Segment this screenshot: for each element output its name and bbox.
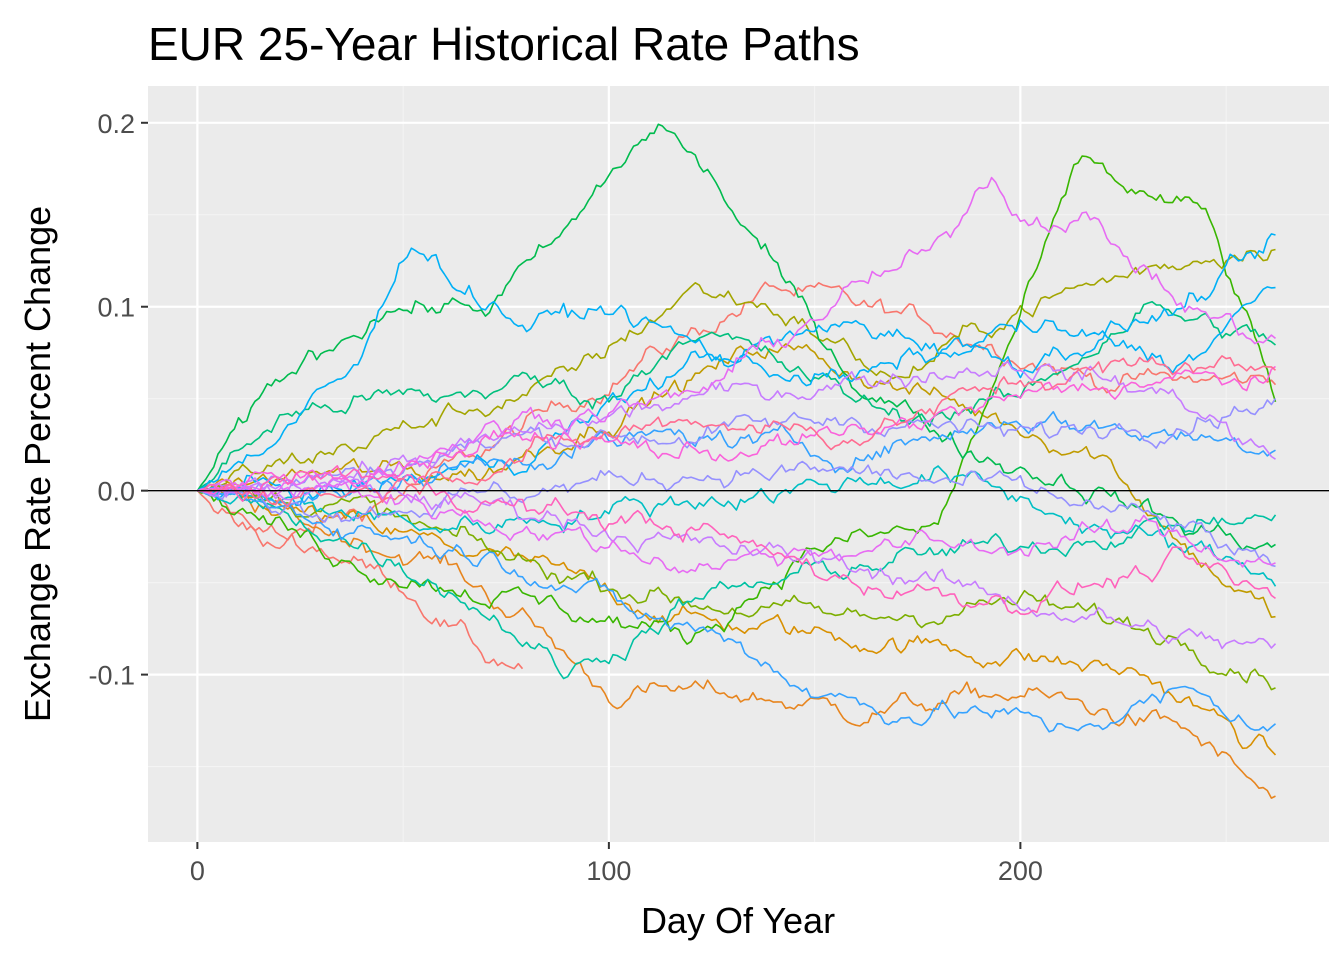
x-axis-title: Day Of Year [641, 900, 835, 941]
series-line-year-04 [197, 478, 1277, 756]
y-tick-label: -0.1 [88, 661, 135, 691]
series-line-year-23 [197, 365, 1276, 495]
plot-panel [148, 86, 1329, 842]
grid-minor [148, 86, 1329, 842]
y-tick-label: 0.2 [97, 109, 135, 139]
x-tick-label: 0 [190, 856, 205, 886]
series-line-year-11 [197, 487, 1277, 680]
y-axis-title: Exchange Rate Percent Change [17, 206, 58, 722]
y-tick-label: 0.1 [97, 293, 135, 323]
x-tick-label: 100 [586, 856, 631, 886]
series-line-year-25 [197, 355, 1277, 508]
series-line-year-02 [196, 490, 524, 670]
series-line-year-16 [197, 411, 1276, 508]
series-line-year-21 [197, 176, 1277, 499]
series-line-year-15 [197, 489, 1277, 733]
series-line-year-22 [197, 481, 1276, 574]
series-line-year-06 [197, 248, 1276, 492]
chart-title: EUR 25-Year Historical Rate Paths [148, 18, 860, 70]
series-line-year-01 [197, 281, 1277, 550]
series-line-year-03 [197, 484, 1276, 799]
series-layer [196, 123, 1277, 799]
series-line-year-10 [196, 300, 1277, 492]
series-line-year-18 [197, 460, 1276, 568]
y-axis: -0.1 0.0 0.1 0.2 [88, 109, 148, 691]
series-line-year-09 [196, 123, 1276, 551]
series-line-year-08 [197, 155, 1277, 645]
y-tick-label: 0.0 [97, 477, 135, 507]
series-line-year-07 [197, 484, 1276, 691]
series-line-year-24 [197, 465, 1276, 616]
x-tick-label: 200 [998, 856, 1043, 886]
x-axis: 0 100 200 [190, 842, 1043, 886]
